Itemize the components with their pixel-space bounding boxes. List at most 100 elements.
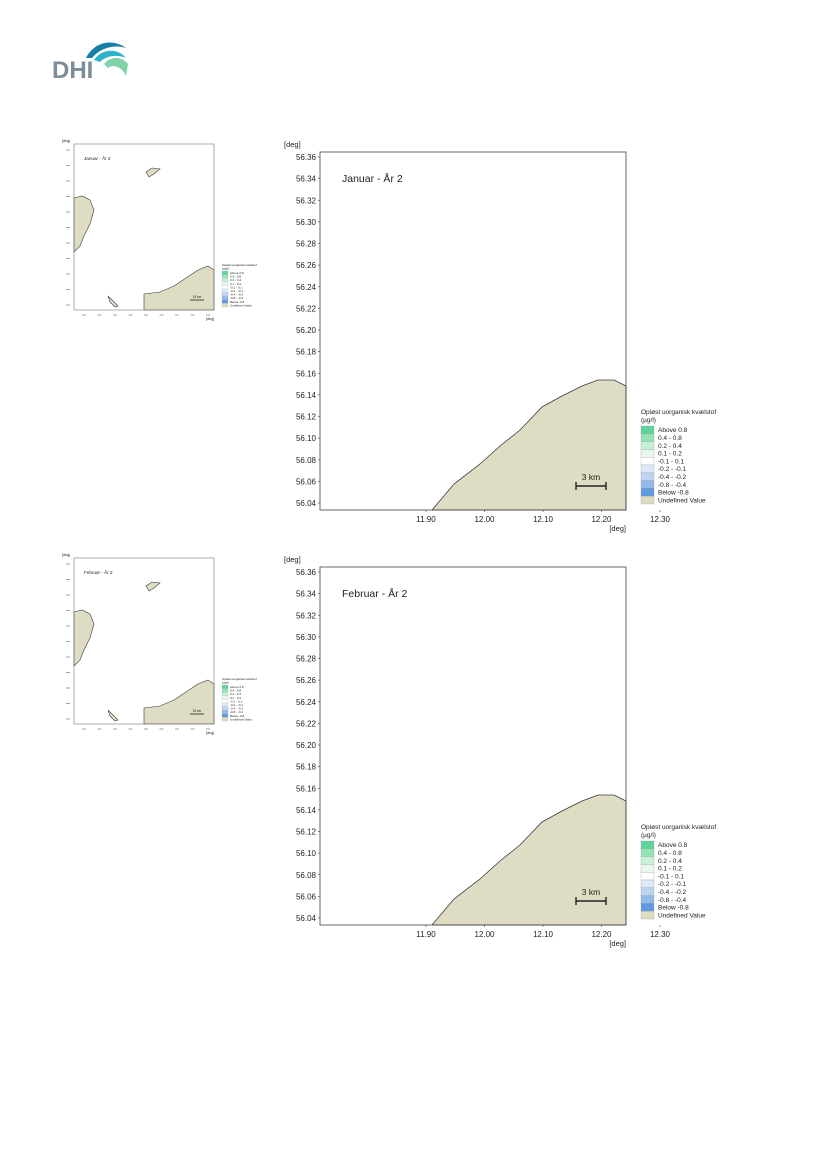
land-island	[145, 581, 161, 592]
y-tick-label: 56.22	[296, 719, 317, 728]
legend-label: Undefined Value	[230, 303, 252, 307]
x-tick-label: 12.00	[474, 515, 495, 524]
y-tick-label: 56.12	[296, 413, 317, 422]
overview-map: [deg] [deg] Januar - År 2 15 km Opløst uorga…	[62, 139, 257, 321]
legend-label: 0.4 - 0.8	[230, 275, 241, 279]
map-title: Februar - År 2	[342, 587, 408, 600]
legend-swatch	[640, 864, 655, 873]
y-tick-labels	[66, 563, 70, 720]
legend-swatch	[221, 695, 229, 700]
legend-label: -0.1 - 0.1	[230, 285, 242, 289]
y-tick-label: 56.14	[296, 806, 317, 815]
legend-label: Undefined Value	[658, 912, 706, 919]
legend-label: Below -0.8	[658, 905, 689, 912]
legend-swatch	[640, 872, 655, 881]
legend-swatch	[221, 713, 229, 718]
legend-swatch	[640, 425, 655, 434]
plot-frame	[73, 143, 215, 311]
legend-swatch	[640, 879, 655, 888]
legend-swatch	[221, 299, 229, 304]
logo-wave-mid	[94, 50, 126, 62]
land-island	[145, 167, 161, 178]
legend-swatch	[221, 285, 229, 290]
detail-map: [deg] 56.36 56.34 56.32 56.30 56.28 56.26 56.24…	[284, 555, 716, 948]
y-tick-label: 56.12	[296, 828, 317, 837]
y-tick-label: 56.32	[296, 196, 317, 205]
legend-label: Below -0.8	[230, 300, 245, 304]
y-tick-label: 56.20	[296, 326, 317, 335]
overview-map: [deg] [deg] Februar - År 2 15 km Opløst uorg…	[62, 553, 257, 735]
legend-swatch	[221, 692, 229, 696]
legend-swatch	[221, 270, 229, 275]
x-tick-label: 12.10	[533, 930, 554, 939]
legend-swatch	[221, 288, 229, 293]
map-title: Januar - År 2	[342, 172, 403, 185]
plot-frame	[319, 151, 627, 511]
legend-label: 0.2 - 0.4	[658, 443, 682, 450]
detail-map: [deg] 56.36 56.34 56.32 56.30 56.28 56.26 56.24…	[284, 140, 716, 533]
y-tick-label: 56.06	[296, 477, 317, 486]
legend-swatch	[640, 840, 655, 849]
y-tick-label: 56.28	[296, 655, 317, 664]
legend-swatch	[640, 449, 655, 458]
legend-label: 0.4 - 0.8	[230, 689, 241, 693]
legend: Opløst uorganisk kvælstof(µg/l)Above 0.8…	[640, 824, 716, 919]
y-axis-unit: [deg]	[284, 555, 301, 564]
legend-label: 0.2 - 0.4	[230, 692, 241, 696]
y-tick-label: 56.34	[296, 590, 317, 599]
scale-bar-label: 15 km	[193, 295, 202, 299]
y-tick-label: 56.30	[296, 218, 317, 227]
legend-title: (µg/l)	[641, 832, 656, 839]
legend-swatch	[221, 292, 229, 297]
dhi-logo: DHI	[52, 42, 128, 82]
legend-label: -0.8 - -0.4	[658, 897, 687, 904]
legend-label: -0.1 - 0.1	[658, 458, 684, 465]
x-tick-label: 12.10	[533, 515, 554, 524]
x-axis-unit: [deg]	[609, 524, 626, 533]
legend-swatch	[640, 433, 655, 442]
legend-label: 0.2 - 0.4	[658, 858, 682, 865]
y-tick-label: 56.14	[296, 391, 317, 400]
legend-swatch	[221, 278, 229, 282]
y-tick-label: 56.04	[296, 499, 317, 508]
legend-title: (µg/l)	[222, 267, 229, 271]
legend-label: -0.4 - -0.2	[658, 474, 687, 481]
legend-label: Undefined Value	[658, 497, 706, 504]
y-tick-label: 56.18	[296, 348, 317, 357]
legend-swatch	[640, 472, 655, 481]
legend-label: Above 0.8	[658, 427, 688, 434]
legend-swatch	[221, 699, 229, 704]
legend-swatch	[221, 274, 229, 279]
land-area	[431, 379, 627, 511]
legend: Opløst uorganisk kvælstof(µg/l)Above 0.8…	[640, 409, 716, 504]
legend-label: 0.4 - 0.8	[658, 850, 682, 857]
y-tick-label: 56.22	[296, 304, 317, 313]
legend-label: 0.2 - 0.4	[230, 278, 241, 282]
y-tick-label: 56.32	[296, 611, 317, 620]
x-tick-label: 12.20	[591, 930, 612, 939]
y-tick-label: 56.16	[296, 369, 317, 378]
y-axis-unit: [deg]	[62, 139, 70, 143]
legend-label: Above 0.8	[230, 685, 244, 689]
y-axis-unit: [deg]	[62, 553, 70, 557]
legend-swatch	[221, 710, 229, 714]
legend-title: (µg/l)	[641, 417, 656, 424]
legend-label: Above 0.8	[230, 271, 244, 275]
x-axis-unit: [deg]	[206, 731, 214, 735]
x-axis-unit: [deg]	[609, 939, 626, 948]
land-islet	[107, 709, 119, 722]
legend-label: -0.2 - -0.1	[230, 289, 243, 293]
y-tick-labels	[66, 149, 70, 306]
x-tick-label: 12.20	[591, 515, 612, 524]
legend-title: (µg/l)	[222, 681, 229, 685]
y-tick-label: 56.04	[296, 914, 317, 923]
y-tick-label: 56.34	[296, 175, 317, 184]
legend-swatch	[640, 464, 655, 473]
y-tick-label: 56.24	[296, 283, 317, 292]
legend-swatch	[221, 684, 229, 689]
legend-swatch	[640, 887, 655, 896]
land-area	[431, 794, 627, 926]
map-title: Februar - År 2	[84, 569, 113, 575]
legend-swatch	[640, 895, 655, 904]
y-tick-labels: 56.36 56.34 56.32 56.30 56.28 56.26 56.24 56.22…	[296, 153, 320, 508]
